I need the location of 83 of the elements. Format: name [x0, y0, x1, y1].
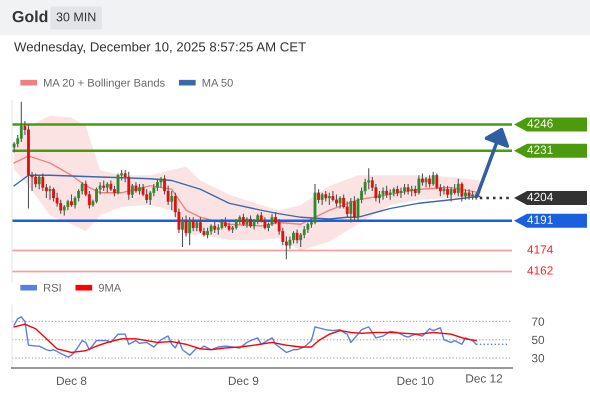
- candlestick: [160, 176, 162, 188]
- candlestick: [464, 188, 467, 200]
- candlestick: [102, 180, 106, 192]
- candlestick: [70, 194, 73, 208]
- candlestick: [20, 101, 23, 143]
- line-series: [13, 323, 477, 354]
- y-tick-label: 30: [532, 354, 544, 362]
- legend-label: MA 20 + Bollinger Bands: [44, 78, 165, 89]
- candlestick: [317, 188, 320, 204]
- candlestick: [382, 186, 384, 200]
- candlestick: [468, 188, 470, 200]
- ref-line-label: 4174: [527, 245, 553, 254]
- candlestick: [349, 197, 352, 224]
- candlestick: [62, 204, 66, 216]
- legend-label: RSI: [44, 284, 61, 292]
- candlestick: [210, 224, 213, 236]
- text: Dec 12: [466, 374, 502, 383]
- x-tick-label: Dec 8: [57, 376, 86, 386]
- candlestick: [138, 183, 141, 196]
- x-tick-label: Dec 10: [398, 376, 434, 386]
- candlestick: [34, 172, 38, 188]
- ref-line-label: 4246: [527, 119, 553, 128]
- candlestick: [421, 172, 424, 186]
- ref-line-label: 4162: [527, 266, 553, 275]
- candlestick: [127, 171, 130, 200]
- candlestick: [95, 186, 98, 204]
- candlestick: [396, 185, 399, 197]
- candlestick: [306, 222, 310, 234]
- x-tick-label: Dec 9: [228, 376, 258, 386]
- candlestick: [198, 216, 202, 234]
- candlestick: [406, 183, 410, 196]
- candlestick: [188, 216, 192, 246]
- y-tick-label: 70: [532, 317, 544, 326]
- candlestick: [456, 178, 460, 197]
- candlestick: [417, 174, 420, 196]
- candlestick: [428, 174, 432, 188]
- chart-title: Gold: [12, 10, 48, 22]
- candlestick: [320, 192, 324, 206]
- candlestick: [324, 190, 328, 202]
- candlestick: [206, 227, 209, 239]
- candlestick: [192, 216, 195, 232]
- candlestick: [106, 182, 109, 194]
- candlestick: [130, 183, 134, 199]
- y-tick-label: 50: [532, 336, 544, 344]
- candlestick: [378, 190, 381, 204]
- chart-subtitle: Wednesday, December 10, 2025 8:57:25 AM CET: [14, 42, 306, 54]
- candlestick: [388, 188, 392, 200]
- candlestick: [424, 176, 428, 188]
- candlestick: [385, 185, 388, 199]
- legend-label: 9MA: [98, 284, 122, 292]
- candlestick: [213, 220, 216, 234]
- candlestick: [270, 213, 274, 227]
- candlestick: [432, 171, 435, 186]
- candlestick: [450, 186, 453, 202]
- candlestick: [352, 196, 356, 222]
- candlestick: [234, 218, 238, 230]
- candlestick: [48, 185, 52, 200]
- candlestick: [38, 174, 41, 190]
- candlestick: [296, 228, 299, 244]
- candlestick: [134, 182, 138, 194]
- ref-line-label: 4231: [527, 146, 553, 154]
- candlestick: [400, 186, 402, 199]
- candlestick: [249, 214, 252, 228]
- candlestick: [246, 216, 248, 228]
- candlestick: [195, 220, 198, 232]
- candlestick: [116, 172, 120, 196]
- legend-label: MA 50: [202, 78, 233, 87]
- ref-line-label: 4191: [527, 216, 553, 224]
- candlestick: [414, 185, 417, 197]
- candlestick: [335, 194, 338, 208]
- candlestick: [460, 182, 464, 202]
- candlestick: [224, 216, 227, 228]
- candlestick: [338, 196, 342, 210]
- candlestick: [242, 213, 245, 227]
- candlestick: [328, 192, 331, 206]
- candlestick: [181, 216, 184, 248]
- candlestick: [410, 185, 414, 197]
- text: 30 MIN: [56, 12, 96, 22]
- candlestick: [446, 185, 449, 199]
- candlestick: [453, 183, 456, 196]
- candlestick: [403, 183, 406, 196]
- ref-line-label: 4204: [527, 192, 553, 202]
- candlestick: [170, 190, 174, 211]
